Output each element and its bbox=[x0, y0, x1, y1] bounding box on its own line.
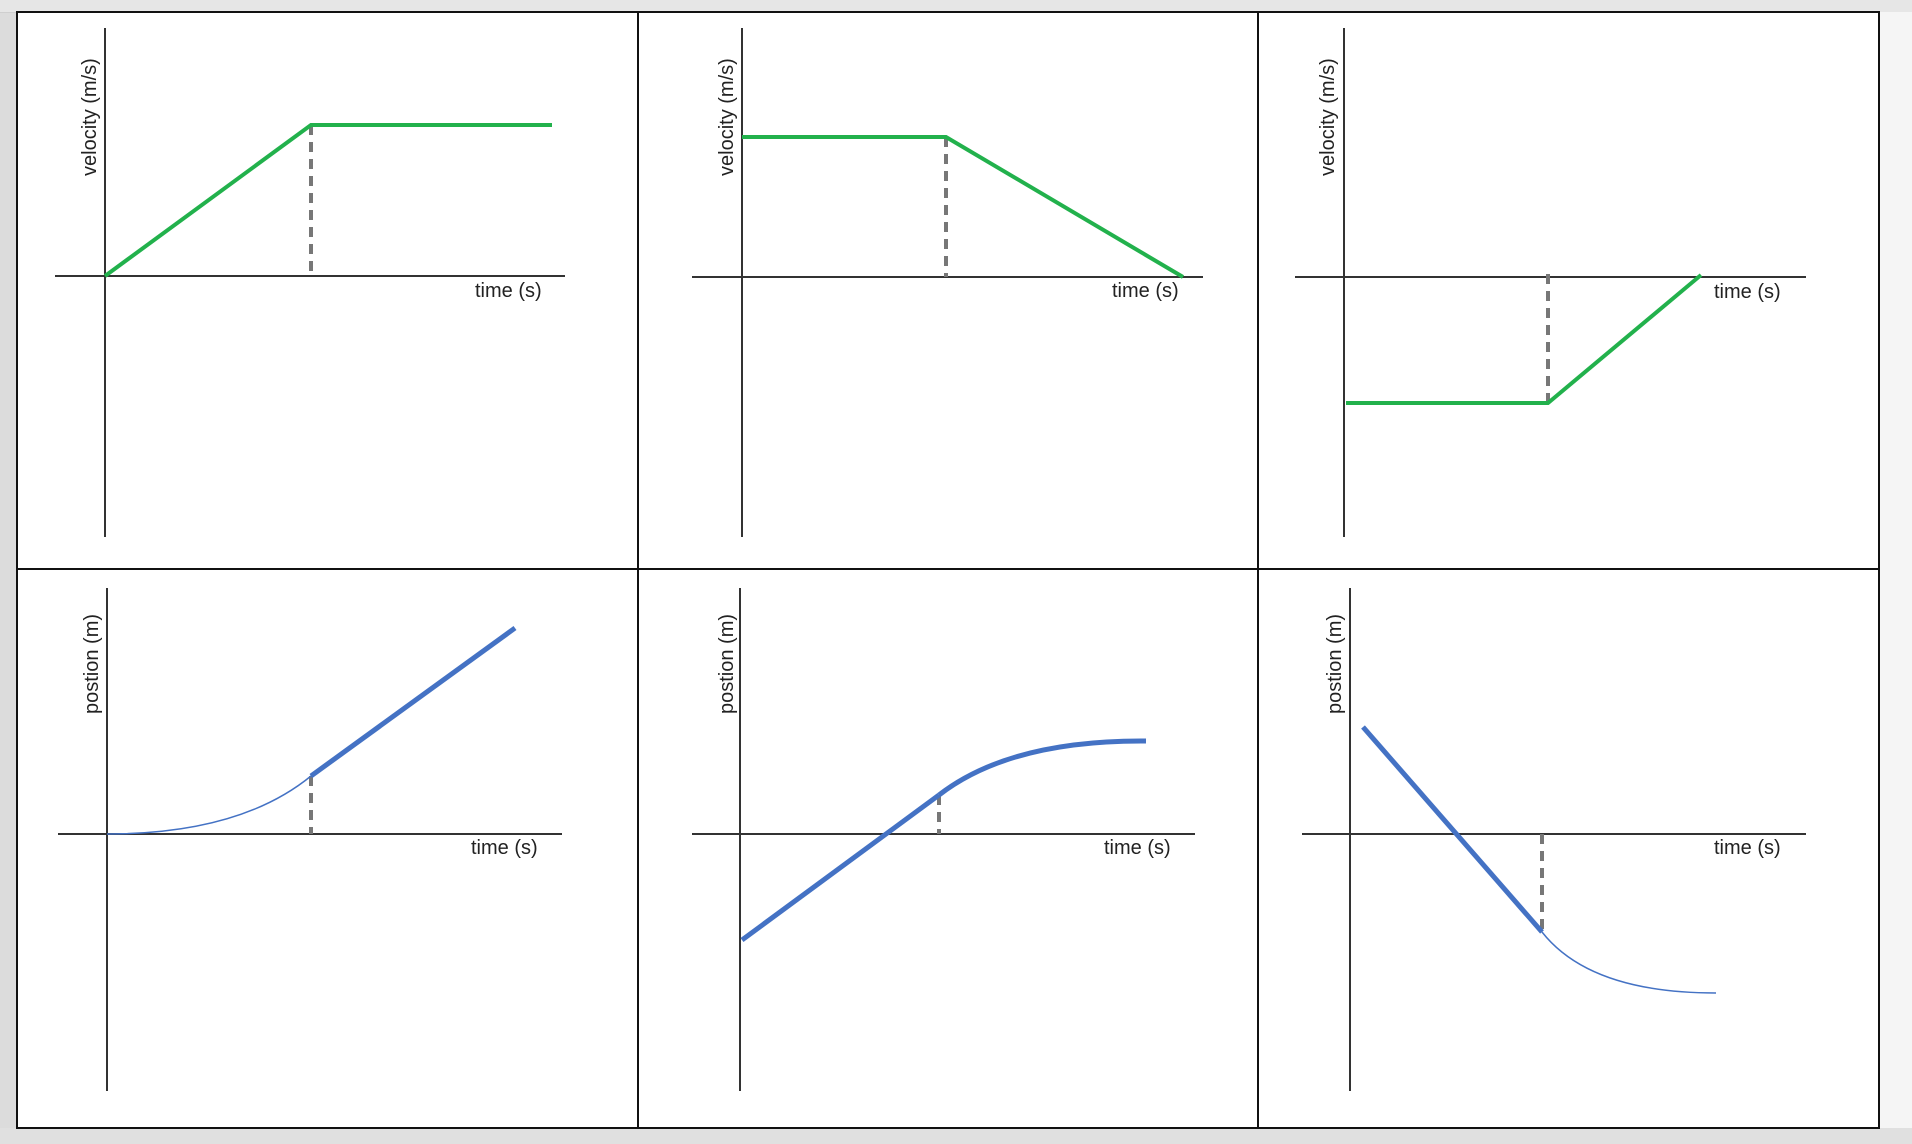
y-axis-label: velocity (m/s) bbox=[1317, 58, 1339, 176]
position-curve bbox=[740, 792, 941, 943]
y-axis-label: postion (m) bbox=[1324, 614, 1346, 714]
window-bottom-bar bbox=[0, 1128, 1912, 1144]
panel-velocity-1: time (s) velocity (m/s) bbox=[55, 28, 565, 537]
position-curve-thin bbox=[106, 775, 312, 835]
panel-velocity-3: time (s) velocity (m/s) bbox=[1295, 28, 1806, 537]
position-curve bbox=[1361, 725, 1544, 934]
y-axis-label: postion (m) bbox=[81, 614, 103, 714]
x-axis-label: time (s) bbox=[1714, 281, 1781, 303]
x-axis-label: time (s) bbox=[1112, 280, 1179, 302]
page-right-margin bbox=[1879, 12, 1912, 1128]
position-curve bbox=[309, 625, 517, 779]
position-curve-thin bbox=[1541, 931, 1717, 994]
panel-position-3: time (s) postion (m) bbox=[1302, 588, 1806, 1091]
x-axis-label: time (s) bbox=[1104, 837, 1171, 859]
velocity-curve bbox=[1346, 273, 1703, 405]
y-axis-label: postion (m) bbox=[716, 614, 738, 714]
velocity-curve bbox=[742, 135, 1185, 279]
x-axis-label: time (s) bbox=[1714, 837, 1781, 859]
table-borders bbox=[16, 11, 1880, 1129]
y-axis-label: velocity (m/s) bbox=[716, 58, 738, 176]
x-axis-label: time (s) bbox=[471, 837, 538, 859]
y-axis-label: velocity (m/s) bbox=[79, 58, 101, 176]
position-curve-flatten bbox=[937, 738, 1147, 797]
x-axis-label: time (s) bbox=[475, 280, 542, 302]
velocity-curve bbox=[103, 123, 552, 278]
panel-position-2: time (s) postion (m) bbox=[692, 588, 1195, 1091]
panel-position-1: time (s) postion (m) bbox=[58, 588, 562, 1091]
panel-velocity-2: time (s) velocity (m/s) bbox=[692, 28, 1203, 537]
